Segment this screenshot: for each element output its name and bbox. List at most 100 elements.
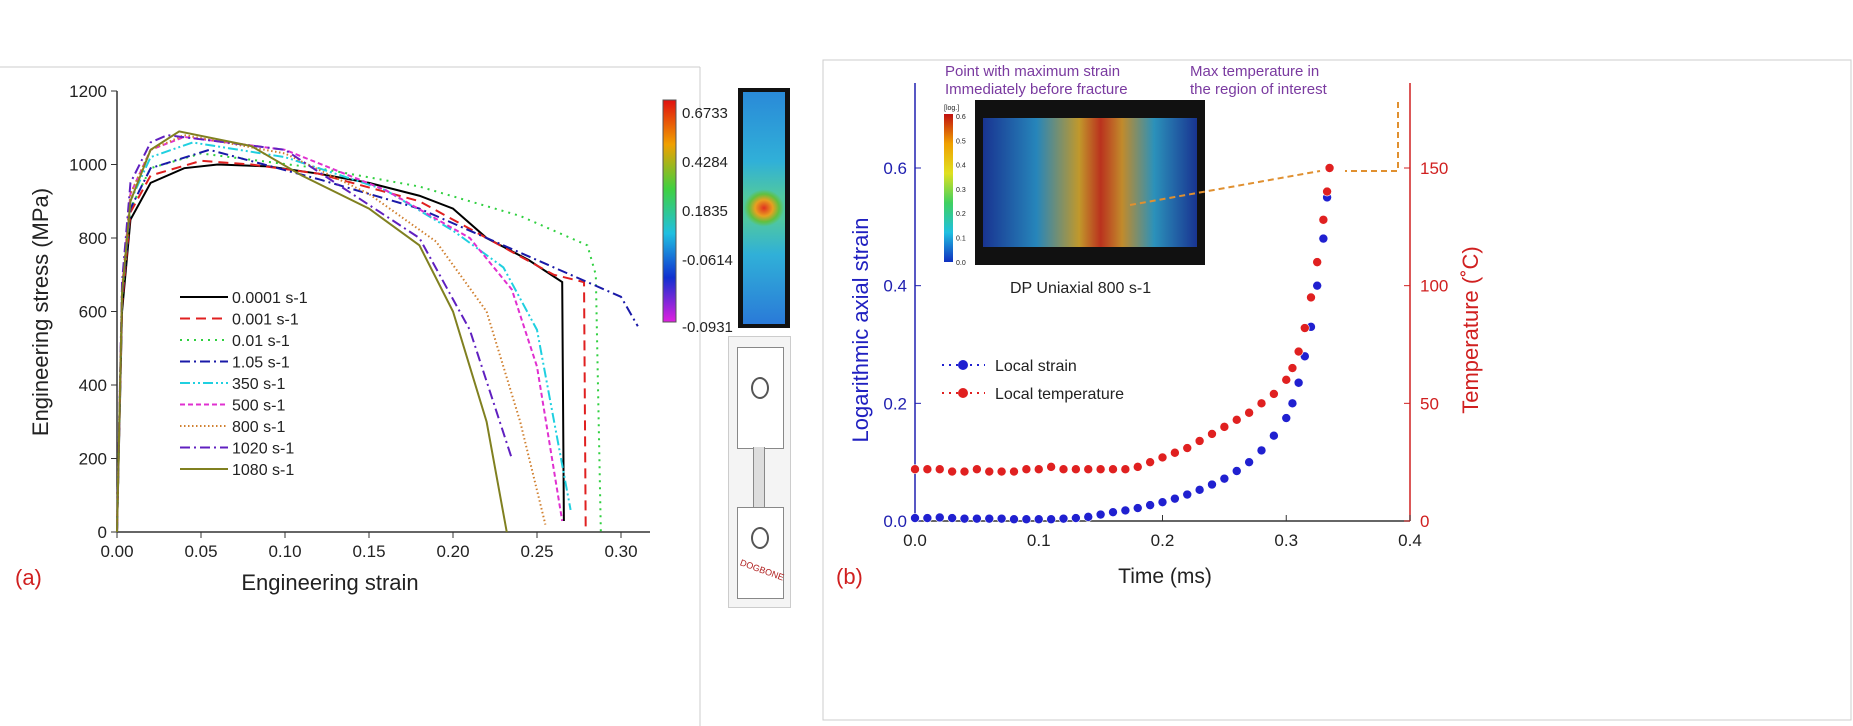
data-point-local-strain	[1244, 457, 1254, 467]
data-point-local-temperature	[959, 466, 970, 477]
data-point-local-temperature	[1145, 457, 1155, 467]
inset-colorbar	[944, 114, 953, 262]
data-point-local-strain	[922, 513, 933, 523]
inset-colorbar-label: 0.6	[956, 114, 966, 121]
legend-label: 1020 s-1	[232, 441, 294, 458]
legend-label: 1080 s-1	[232, 462, 294, 479]
data-point-local-temperature	[922, 464, 933, 475]
y-tick-label: 1000	[69, 156, 107, 175]
x-axis-label: Time (ms)	[1118, 565, 1212, 588]
data-point-local-strain	[1312, 280, 1322, 291]
legend-label: 800 s-1	[232, 419, 285, 436]
dic-strain-map-image	[738, 88, 790, 328]
legend-label: 500 s-1	[232, 398, 285, 415]
data-point-local-strain	[1281, 413, 1292, 423]
legend-marker	[958, 388, 968, 398]
x-tick-label: 0.4	[1398, 531, 1422, 550]
y2-tick-label: 150	[1420, 159, 1448, 178]
data-point-local-temperature	[1269, 389, 1279, 399]
inset-colorbar-label: 0.0	[956, 260, 966, 267]
data-point-local-strain	[1145, 500, 1155, 510]
data-point-local-temperature	[1256, 398, 1267, 409]
y-axis-label: Engineering stress (MPa)	[28, 188, 53, 436]
data-point-local-strain	[972, 513, 982, 524]
x-tick-label: 0.1	[1027, 531, 1051, 550]
x-tick-label: 0.25	[520, 542, 553, 561]
y-tick-label: 1200	[69, 82, 107, 101]
data-point-local-strain	[1170, 493, 1180, 504]
data-point-local-temperature	[1324, 163, 1335, 173]
inset-caption: DP Uniaxial 800 s-1	[1010, 280, 1151, 297]
data-point-local-strain	[1009, 514, 1019, 525]
data-point-local-temperature	[1306, 292, 1316, 303]
data-point-local-strain	[1071, 513, 1081, 523]
y-tick-label: 400	[79, 376, 107, 395]
data-point-local-temperature	[1170, 447, 1180, 458]
data-point-local-temperature	[1033, 464, 1044, 475]
y-tick-label: 0	[98, 523, 107, 542]
data-point-local-temperature	[1108, 464, 1118, 475]
data-point-local-strain	[1108, 507, 1118, 517]
data-point-local-strain	[1157, 497, 1168, 507]
inset-colorbar-label: 0.5	[956, 138, 966, 145]
colorbar	[662, 99, 677, 323]
data-point-local-temperature	[1058, 464, 1069, 475]
data-point-local-strain	[1293, 377, 1304, 388]
data-point-local-strain	[1194, 485, 1205, 495]
annotation-text: Max temperature in	[1190, 63, 1319, 80]
data-point-local-strain	[1269, 430, 1279, 441]
x-tick-label: 0.15	[352, 542, 385, 561]
data-point-local-strain	[984, 513, 995, 524]
data-point-local-temperature	[1281, 374, 1292, 385]
data-point-local-temperature	[1120, 464, 1131, 475]
data-point-local-temperature	[1231, 415, 1242, 425]
colorbar-label: 0.1835	[682, 203, 728, 220]
data-point-local-strain	[1207, 479, 1217, 490]
legend-label: Local strain	[995, 358, 1077, 375]
data-point-local-strain	[910, 513, 920, 523]
data-point-local-temperature	[947, 466, 957, 477]
annotation-arrow	[1345, 102, 1399, 172]
data-point-local-temperature	[1046, 462, 1056, 472]
annotation-text: Immediately before fracture	[945, 81, 1128, 98]
panel-b-border	[822, 59, 1852, 721]
legend-label: 1.05 s-1	[232, 355, 290, 372]
x-tick-label: 0.20	[436, 542, 469, 561]
x-tick-label: 0.30	[604, 542, 637, 561]
y-axis-label: Logarithmic axial strain	[848, 218, 873, 443]
data-point-local-temperature	[1322, 186, 1332, 197]
data-point-local-temperature	[1182, 443, 1193, 453]
data-point-local-temperature	[996, 466, 1007, 477]
data-point-local-strain	[1033, 514, 1044, 525]
colorbar-label: 0.4284	[682, 154, 728, 171]
inset-colorbar-label: 0.2	[956, 211, 966, 218]
data-point-local-temperature	[1009, 466, 1019, 477]
data-point-local-strain	[1083, 512, 1094, 522]
data-point-local-temperature	[984, 466, 995, 477]
data-point-local-temperature	[1312, 257, 1322, 267]
data-point-local-temperature	[934, 464, 945, 475]
data-point-local-strain	[996, 513, 1007, 524]
x-tick-label: 0.0	[903, 531, 927, 550]
annotation-arrow	[1129, 170, 1321, 206]
data-point-local-temperature	[1293, 346, 1304, 357]
colorbar-label: -0.0614	[682, 252, 733, 269]
x-tick-label: 0.00	[100, 542, 133, 561]
x-tick-label: 0.3	[1274, 531, 1298, 550]
y-tick-label: 0.4	[883, 277, 907, 296]
inset-colorbar-label: 0.4	[956, 163, 966, 170]
data-point-local-strain	[1021, 514, 1032, 525]
annotation-text: the region of interest	[1190, 81, 1328, 98]
legend-label: 0.001 s-1	[232, 312, 299, 329]
series-line-800-s-1	[116, 134, 547, 533]
data-point-local-strain	[959, 513, 970, 524]
dic-inset-image	[975, 100, 1205, 265]
data-point-local-strain	[1219, 473, 1230, 484]
inset-colorbar-title: [log.]	[944, 105, 959, 112]
data-point-local-temperature	[1132, 462, 1143, 472]
data-point-local-temperature	[1287, 363, 1298, 373]
legend-label: 350 s-1	[232, 376, 285, 393]
inset-colorbar-label: 0.1	[956, 236, 966, 243]
data-point-local-strain	[947, 513, 957, 523]
y-tick-label: 0.0	[883, 512, 907, 531]
